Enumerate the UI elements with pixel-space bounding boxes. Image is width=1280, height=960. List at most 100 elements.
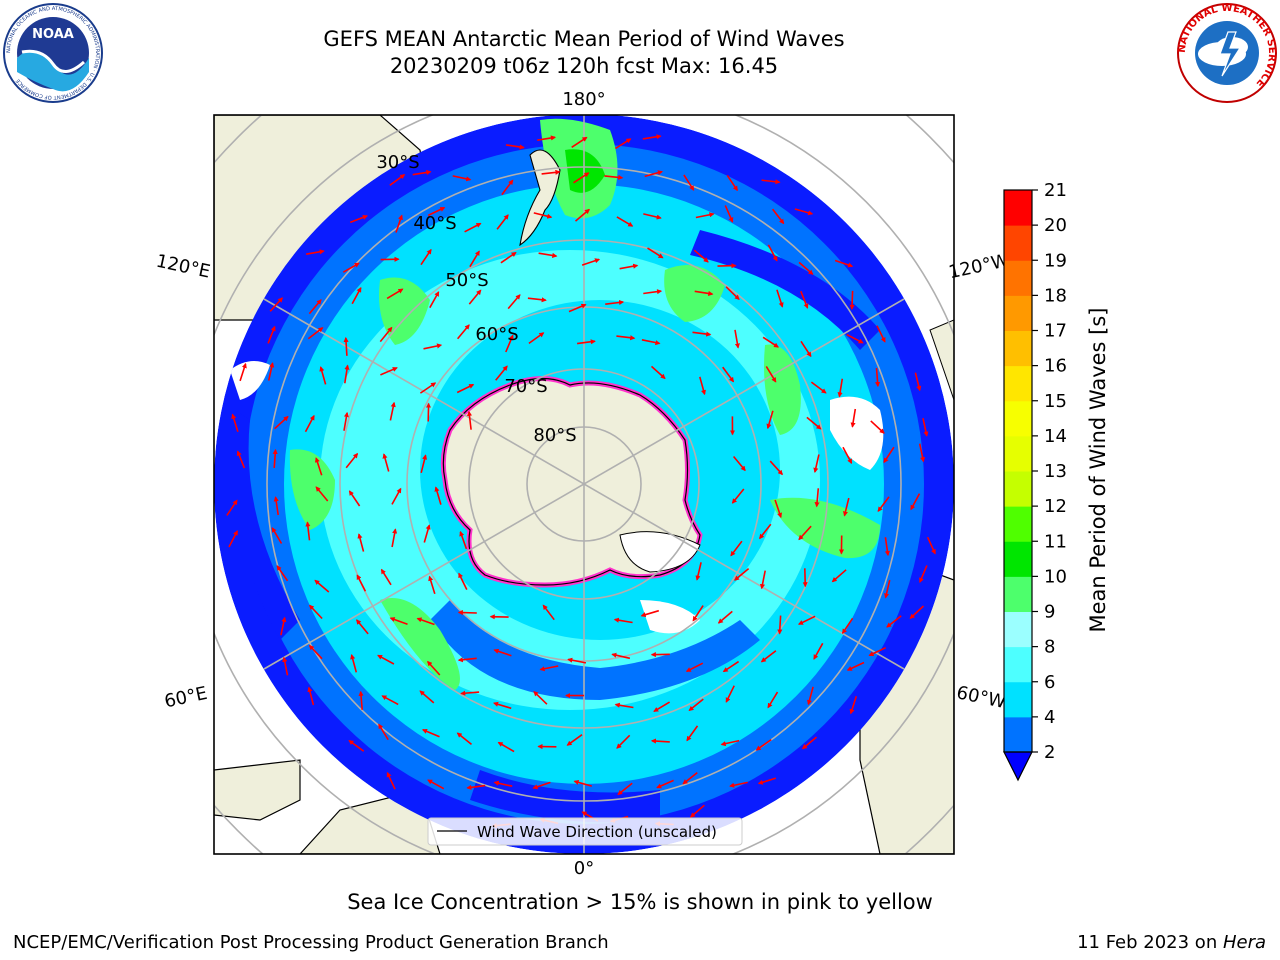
red-arrow-icon [528,332,545,345]
nws-logo: NATIONAL WEATHER SERVICE [1177,3,1277,103]
red-arrow-icon [305,249,325,255]
red-arrow-icon [731,488,745,504]
red-arrow-icon [759,523,772,540]
red-arrow-icon [573,172,590,184]
red-arrow-icon [429,291,440,309]
chart-subtitle: 20230209 t06z 120h fcst Max: 16.45 [389,54,779,78]
red-arrow-icon [351,287,362,305]
red-arrow-icon [909,605,925,619]
red-arrow-icon [734,567,750,581]
red-arrow-icon [344,364,350,384]
red-arrow-icon [692,605,704,622]
red-arrow-icon [771,208,785,225]
lat-label-50s: 50°S [445,270,488,291]
colorbar-tick-label: 21 [1044,180,1067,201]
red-arrow-icon [831,569,847,583]
red-arrow-icon [304,414,315,433]
red-arrow-icon [914,372,922,392]
red-arrow-icon [616,216,634,227]
red-arrow-icon [810,381,827,394]
noaa-logo-text: NOAA [32,27,74,42]
red-arrow-icon [767,244,778,262]
red-arrow-icon [541,169,561,175]
lat-label-60s: 60°S [475,324,518,345]
red-arrow-icon [849,290,855,310]
red-arrow-icon [381,695,399,706]
red-arrow-icon [813,642,824,660]
red-arrow-icon [761,179,781,185]
red-arrow-icon [797,615,816,625]
red-arrow-icon [539,665,559,672]
red-arrow-icon [469,250,480,268]
red-arrow-icon [466,410,473,430]
red-arrow-icon [886,615,902,628]
red-arrow-icon [682,771,698,785]
colorbar-under-triangle [1003,751,1033,782]
red-arrow-icon [884,537,890,557]
red-arrow-icon [505,144,525,150]
red-arrow-icon [757,777,777,785]
red-arrow-icon [720,739,740,747]
red-arrow-icon [876,325,886,343]
colorbar-tick-label: 9 [1044,602,1055,623]
red-arrow-icon [644,170,663,178]
colorbar-segment [1004,471,1032,507]
red-arrow-icon [777,615,783,635]
red-arrow-icon [875,368,881,388]
red-arrow-icon [877,496,890,513]
sea-ice-caption: Sea Ice Concentration > 15% is shown in … [347,890,933,914]
colorbar-tick-label: 11 [1044,531,1067,552]
colorbar-segment [1004,576,1032,612]
colorbar-segment [1004,330,1032,367]
red-arrow-icon [314,457,323,476]
red-arrow-icon [378,723,389,741]
red-arrow-icon [868,646,887,657]
red-arrow-icon [464,222,482,233]
red-arrow-icon [922,418,929,437]
red-arrow-icon [456,383,475,394]
red-arrow-icon [694,290,714,296]
red-arrow-icon [640,609,660,618]
lon-label-120e: 120°E [154,251,212,283]
colorbar-tick-label: 10 [1044,566,1067,587]
red-arrow-icon [800,340,812,358]
red-arrow-icon [466,784,486,790]
red-arrow-icon [647,247,664,259]
legend-label: Wind Wave Direction (unscaled) [477,823,717,841]
colorbar-segment [1004,611,1032,648]
red-arrow-icon [642,134,662,140]
red-arrow-icon [650,738,670,744]
colorbar-segment [1004,646,1032,683]
red-arrow-icon [495,365,508,381]
red-arrow-icon [356,619,369,635]
red-arrow-icon [538,252,558,258]
red-arrow-icon [776,289,784,308]
red-arrow-icon [319,366,327,385]
footer-date: 11 Feb 2023 on Hera [1077,932,1266,953]
chart-title: GEFS MEAN Antarctic Mean Period of Wind … [323,27,845,51]
red-arrow-icon [377,654,395,665]
red-arrow-icon [505,334,514,353]
red-arrow-icon [794,208,814,216]
red-arrow-icon [643,213,662,220]
red-arrow-icon [537,135,557,141]
colorbar-tick-label: 15 [1044,391,1067,412]
red-arrow-icon [910,493,921,511]
red-arrow-icon [725,685,735,703]
colorbar-tick-label: 6 [1044,672,1055,693]
map-legend: Wind Wave Direction (unscaled) [427,817,743,846]
red-arrow-icon [428,575,436,595]
red-arrow-icon [919,565,928,584]
lat-label-80s: 80°S [533,425,576,446]
red-arrow-icon [343,336,349,356]
red-arrow-icon [767,691,779,709]
red-arrow-icon [389,174,406,186]
red-arrow-icon [356,574,367,592]
red-arrow-icon [769,460,783,476]
colorbar-segment [1004,541,1032,577]
red-arrow-icon [395,214,403,233]
colorbar-tick-label: 17 [1044,321,1067,342]
red-arrow-icon [619,263,639,270]
red-arrow-icon [614,138,632,150]
